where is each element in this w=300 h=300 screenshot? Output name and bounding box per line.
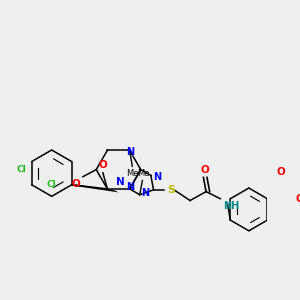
Text: Me: Me	[126, 169, 139, 178]
Text: Me: Me	[137, 169, 149, 178]
Text: O: O	[276, 167, 285, 177]
Text: O: O	[296, 194, 300, 204]
Text: N: N	[153, 172, 161, 182]
Text: O: O	[98, 160, 107, 170]
Text: N: N	[116, 177, 125, 188]
Text: O: O	[71, 178, 80, 188]
Text: N: N	[142, 188, 150, 198]
Text: O: O	[201, 165, 210, 175]
Text: N: N	[127, 147, 135, 157]
Text: Cl: Cl	[16, 165, 26, 174]
Text: N: N	[127, 182, 135, 192]
Text: S: S	[167, 185, 175, 195]
Text: Cl: Cl	[47, 180, 56, 189]
Text: NH: NH	[223, 201, 239, 212]
